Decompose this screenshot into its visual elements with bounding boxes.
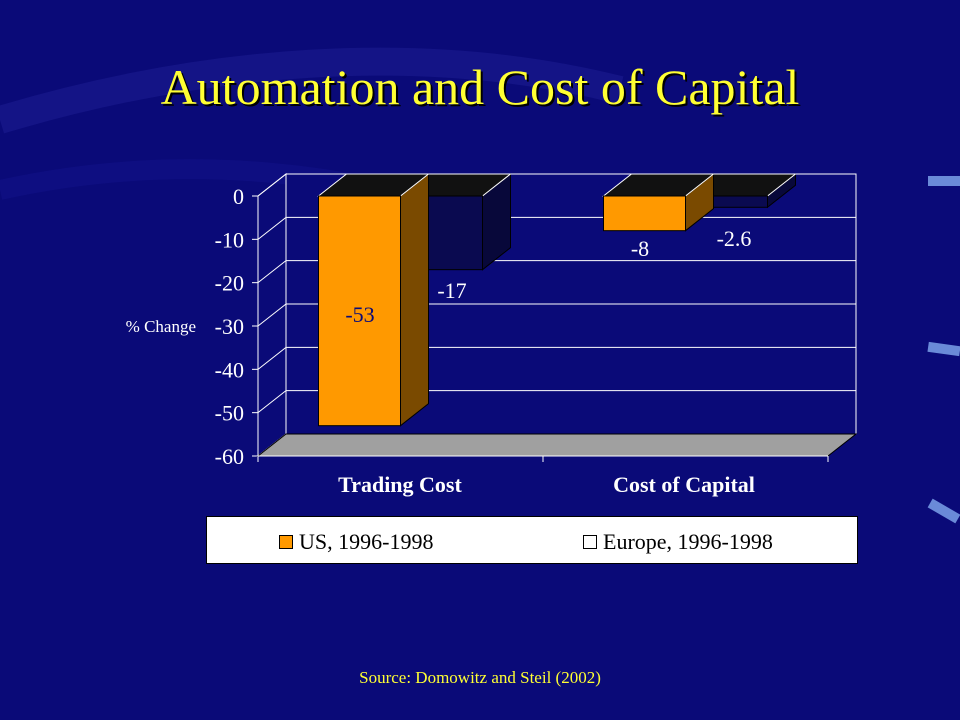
y-tick-label: -40 xyxy=(215,357,244,382)
source-citation: Source: Domowitz and Steil (2002) xyxy=(359,668,601,687)
category-label-1: Cost of Capital xyxy=(613,472,755,497)
bar-us-1 xyxy=(603,195,686,232)
gridline-side xyxy=(257,346,287,370)
data-label-us-0: -53 xyxy=(345,302,374,327)
slide-title: Automation and Cost of Capital xyxy=(160,59,800,115)
gridline-side xyxy=(257,390,287,414)
legend-swatch-europe xyxy=(583,535,597,549)
y-tick-label: 0 xyxy=(233,184,244,209)
data-label-us-1: -8 xyxy=(631,236,649,261)
legend-item-us: US, 1996-1998 xyxy=(279,529,433,555)
gridline-side xyxy=(257,260,287,284)
y-tick-label: -50 xyxy=(215,401,244,426)
y-tick-label: -20 xyxy=(215,271,244,296)
y-axis-label: % Change xyxy=(126,317,196,336)
chart-legend: US, 1996-1998 Europe, 1996-1998 xyxy=(206,516,858,564)
legend-swatch-us xyxy=(279,535,293,549)
y-tick-label: -10 xyxy=(215,227,244,252)
data-label-europe-1: -2.6 xyxy=(717,226,752,251)
gridline-side xyxy=(257,303,287,327)
plot-area: 0 -10 -20 -30 -40 -50 -60 xyxy=(215,172,858,469)
y-tick-label: -60 xyxy=(215,444,244,469)
legend-label-us: US, 1996-1998 xyxy=(299,529,434,554)
gridline-side xyxy=(257,216,287,240)
bar-side-us-0 xyxy=(400,172,429,427)
bar-us-0 xyxy=(318,195,401,427)
right-edge-mark-2 xyxy=(927,341,960,357)
y-tick-label: -30 xyxy=(215,314,244,339)
data-label-europe-0: -17 xyxy=(437,278,466,303)
plot-floor xyxy=(256,433,858,457)
right-edge-mark-3 xyxy=(927,498,960,524)
legend-label-europe: Europe, 1996-1998 xyxy=(603,529,773,554)
right-edge-mark-1 xyxy=(928,176,960,186)
category-label-0: Trading Cost xyxy=(338,472,462,497)
legend-item-europe: Europe, 1996-1998 xyxy=(583,529,773,555)
